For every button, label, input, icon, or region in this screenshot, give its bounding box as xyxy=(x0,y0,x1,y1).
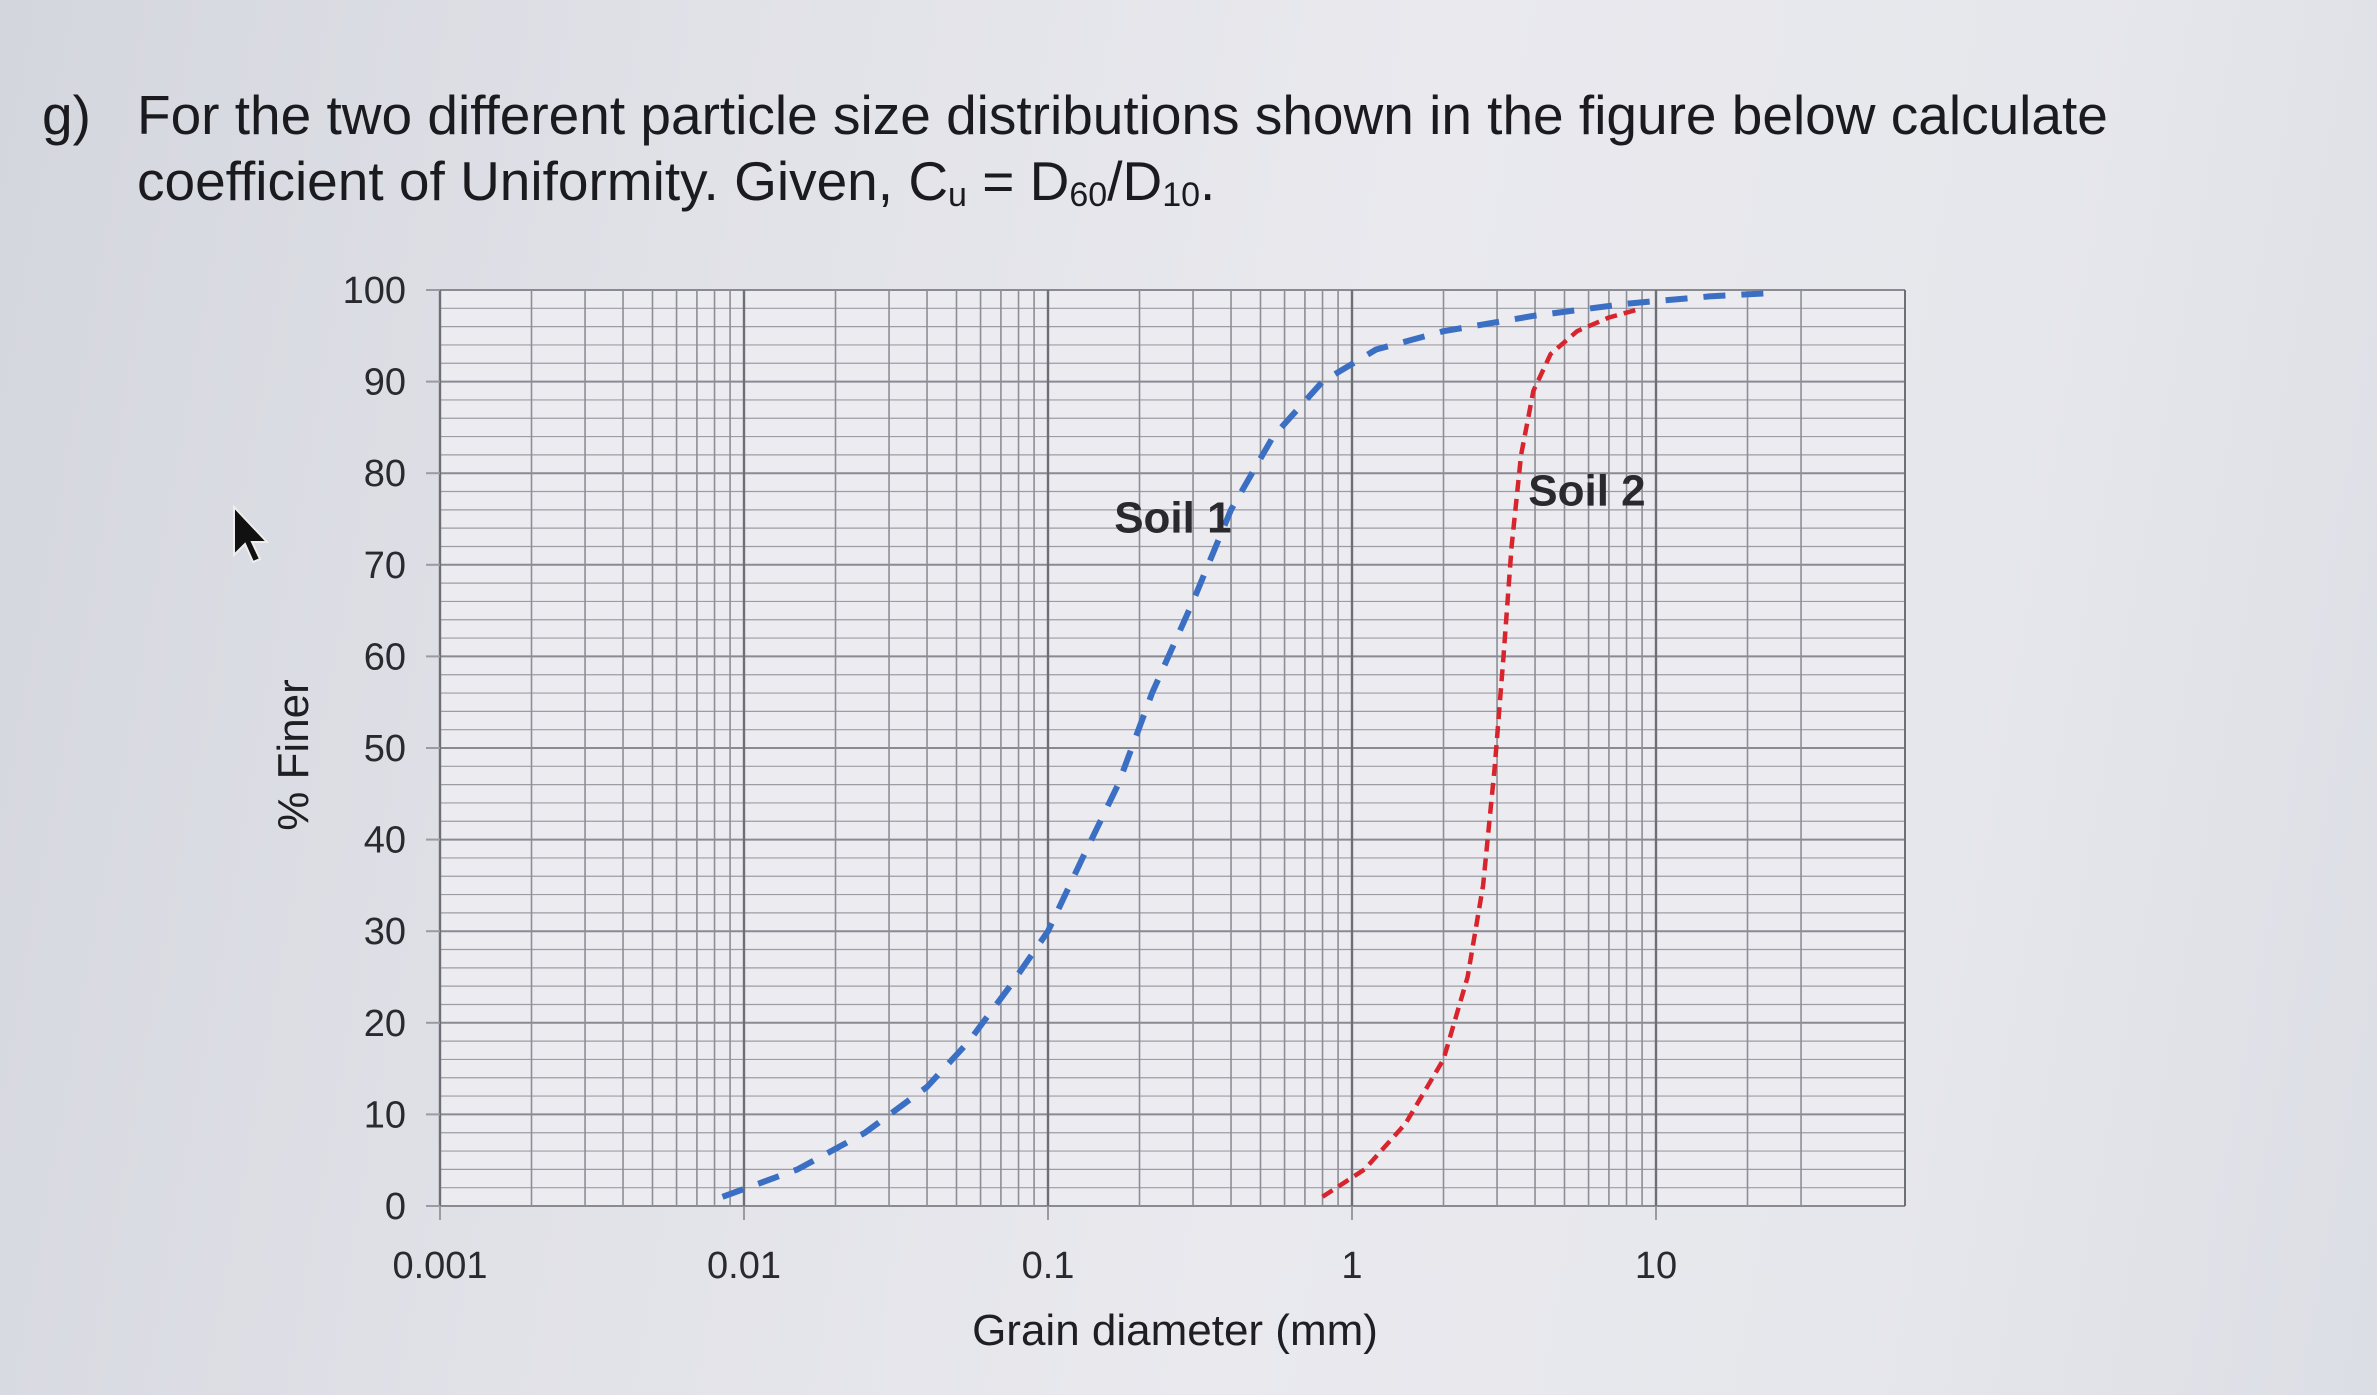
y-axis-label: % Finer xyxy=(269,679,318,831)
series-label-soil-1: Soil 1 xyxy=(1114,494,1231,543)
x-tick-label: 1 xyxy=(1341,1245,1362,1287)
question-line-2: coefficient of Uniformity. Given, Cu = D… xyxy=(137,148,2287,228)
y-tick-label: 80 xyxy=(364,453,406,495)
question-line-2-prefix: coefficient of Uniformity. Given, C xyxy=(137,150,949,212)
y-tick-label: 10 xyxy=(364,1094,406,1136)
y-tick-label: 70 xyxy=(364,545,406,587)
y-tick-label: 20 xyxy=(364,1003,406,1045)
question-line-1: For the two different particle size dist… xyxy=(137,84,2108,146)
d60-subscript: 60 xyxy=(1069,176,1108,214)
x-tick-label: 0.1 xyxy=(1022,1245,1075,1287)
d10-subscript: 10 xyxy=(1162,176,1201,214)
y-tick-label: 50 xyxy=(364,728,406,770)
mouse-cursor-icon xyxy=(233,505,270,564)
slash-d: /D xyxy=(1107,150,1163,212)
question-end: . xyxy=(1200,150,1216,212)
y-tick-label: 100 xyxy=(343,270,406,312)
chart-ticks: 0 10 20 30 40 50 60 70 80 90 100 0.001 0.01 0.1 1 10 xyxy=(343,270,1678,1287)
x-tick-label: 0.001 xyxy=(392,1245,487,1287)
eq-mid: = D xyxy=(966,150,1070,212)
chart-grid xyxy=(438,289,1906,1207)
y-tick-label: 60 xyxy=(364,636,406,678)
y-tick-label: 30 xyxy=(364,911,406,953)
y-tick-label: 90 xyxy=(364,362,406,404)
x-tick-label: 10 xyxy=(1635,1245,1677,1287)
question-text: For the two different particle size dist… xyxy=(137,82,2287,228)
series-label-soil-2: Soil 2 xyxy=(1528,466,1645,515)
y-tick-label: 0 xyxy=(385,1186,406,1228)
cu-subscript: u xyxy=(948,176,967,214)
chart-series: Soil 1 Soil 2 xyxy=(721,289,1778,1200)
y-tick-label: 40 xyxy=(364,820,406,862)
x-tick-label: 0.01 xyxy=(707,1245,781,1287)
series-line-1 xyxy=(721,289,1778,1200)
question-label: g) xyxy=(42,84,91,146)
x-axis-label: Grain diameter (mm) xyxy=(972,1306,1378,1355)
